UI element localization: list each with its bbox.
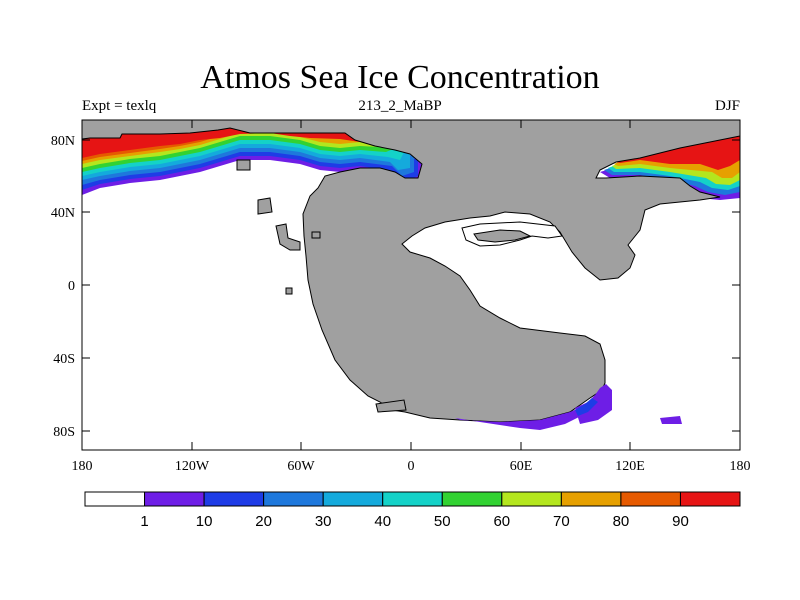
colorbar-swatch [501,491,562,507]
colorbar-swatch [441,491,503,507]
south-sea-ice [455,384,612,430]
x-tick-label: 120E [615,459,645,474]
colorbar-swatch [322,491,384,507]
y-tick-label: 80S [53,425,75,440]
northern-landmass-west [81,119,741,423]
x-axis-ticks [81,120,741,450]
time-period-label: 213_2_MaBP [358,98,442,114]
island-west-2 [275,223,301,251]
x-tick-label: 180 [730,459,751,474]
colorbar: 1 10 20 30 40 50 60 70 80 90 [84,491,741,530]
colorbar-label: 70 [553,513,570,530]
y-tick-label: 0 [68,279,75,294]
y-tick-label: 80N [51,134,75,149]
island-south-2 [660,416,682,424]
season-label: DJF [714,98,740,114]
colorbar-swatch [382,491,443,507]
colorbar-label: 30 [315,513,332,530]
colorbar-label: 80 [613,513,630,530]
colorbar-label: 40 [374,513,391,530]
x-tick-label: 60E [510,459,533,474]
y-tick-label: 40S [53,352,75,367]
colorbar-swatch [560,491,622,507]
colorbar-swatch [84,491,146,507]
plot-title: Atmos Sea Ice Concentration [200,59,600,96]
x-tick-label: 120W [175,459,210,474]
experiment-label: Expt = texlq [82,98,157,114]
island-greenland-west [236,159,251,171]
land-masses [81,119,741,424]
island-west-1 [257,197,273,215]
colorbar-label: 1 [140,513,148,530]
colorbar-label: 90 [672,513,689,530]
colorbar-swatch [144,491,205,507]
island-west-4 [285,287,293,295]
colorbar-label: 10 [196,513,213,530]
inland-sea-inner-land [473,229,532,243]
colorbar-swatch [620,491,681,507]
colorbar-label: 50 [434,513,451,530]
colorbar-swatch [263,491,324,507]
x-tick-label: 60W [287,459,315,474]
colorbar-label: 60 [493,513,510,530]
y-tick-label: 40N [51,206,75,221]
island-south-1 [375,399,407,413]
colorbar-swatch [679,491,741,507]
x-tick-label: 0 [408,459,415,474]
island-west-3 [311,231,321,239]
colorbar-label: 20 [255,513,272,530]
x-tick-label: 180 [72,459,93,474]
y-axis-ticks [82,139,740,432]
colorbar-swatch [203,491,265,507]
